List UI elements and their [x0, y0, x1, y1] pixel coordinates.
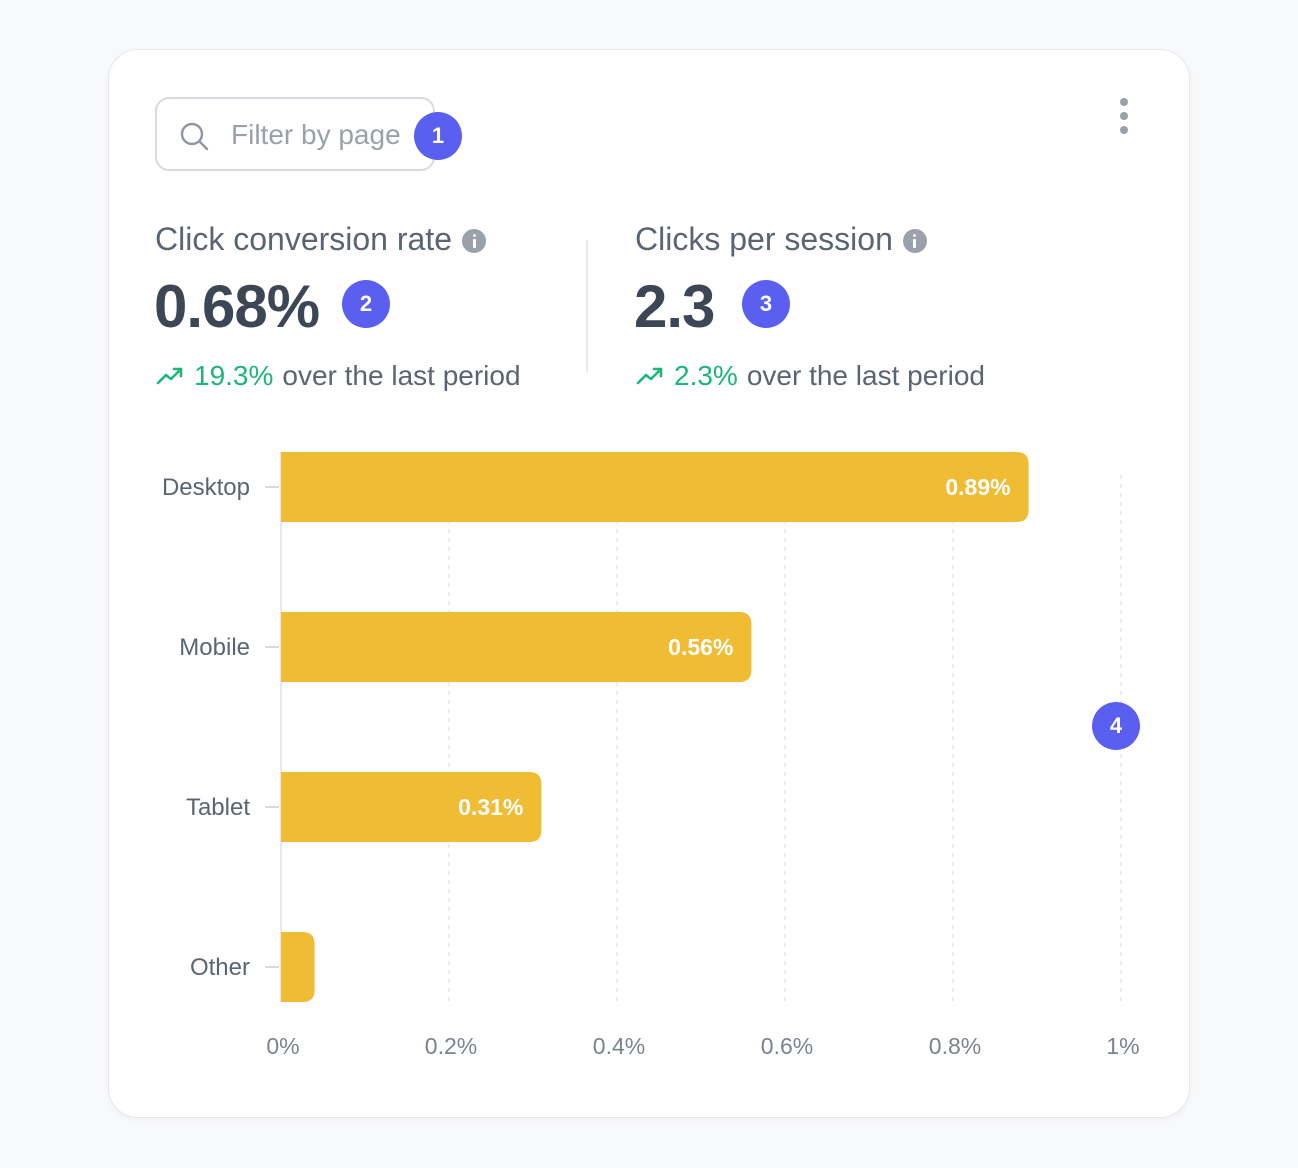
metric-label-text: Click conversion rate [155, 221, 452, 257]
category-label: Other [190, 954, 250, 981]
annotation-badge-3: 3 [742, 280, 790, 328]
bar-tablet [281, 772, 542, 842]
category-label: Mobile [179, 634, 250, 661]
trend-text: over the last period [282, 360, 521, 391]
kebab-dot [1120, 126, 1128, 134]
trend-percentage: 2.3% [674, 360, 738, 391]
annotation-badge-4: 4 [1092, 702, 1140, 750]
metric-label-clicks-per-session: Clicks per session [635, 221, 927, 258]
metric-value-clicks-per-session: 2.3 [634, 273, 715, 340]
annotation-badge-2: 2 [342, 280, 390, 328]
x-tick-label: 0% [266, 1033, 299, 1059]
category-label: Tablet [186, 794, 250, 821]
x-tick-label: 0.4% [593, 1033, 645, 1059]
trend-text: over the last period [746, 360, 985, 391]
bar-value-label: 0.89% [945, 474, 1010, 500]
x-tick-label: 1% [1106, 1033, 1139, 1059]
search-input[interactable] [231, 117, 421, 153]
trend-up-icon [156, 367, 183, 385]
category-label: Desktop [162, 474, 250, 501]
info-icon[interactable] [902, 228, 927, 253]
metric-value-click-conversion-rate: 0.68% [154, 273, 320, 340]
kebab-dot [1120, 112, 1128, 120]
filter-by-page-search[interactable] [155, 97, 435, 171]
bar-value-label: 0.56% [668, 634, 733, 660]
bar-desktop [281, 452, 1029, 522]
x-tick-label: 0.2% [425, 1033, 477, 1059]
metric-label-click-conversion-rate: Click conversion rate [155, 221, 486, 258]
x-tick-label: 0.6% [761, 1033, 813, 1059]
trend-up-icon [636, 367, 663, 385]
search-icon [180, 122, 209, 151]
bar-value-label: 0.31% [458, 794, 523, 820]
metric-trend-click-conversion-rate: 19.3% over the last period [156, 360, 521, 392]
info-icon[interactable] [462, 228, 486, 253]
bar-mobile [281, 612, 752, 682]
metric-trend-clicks-per-session: 2.3% over the last period [636, 360, 985, 392]
bar-other [281, 932, 315, 1002]
annotation-badge-1: 1 [414, 112, 462, 160]
metric-label-text: Clicks per session [635, 221, 893, 257]
trend-percentage: 19.3% [194, 360, 274, 391]
more-options-button[interactable] [1110, 94, 1138, 138]
metric-divider [586, 240, 588, 372]
x-tick-label: 0.8% [929, 1033, 981, 1059]
kebab-menu-icon [1120, 98, 1128, 106]
